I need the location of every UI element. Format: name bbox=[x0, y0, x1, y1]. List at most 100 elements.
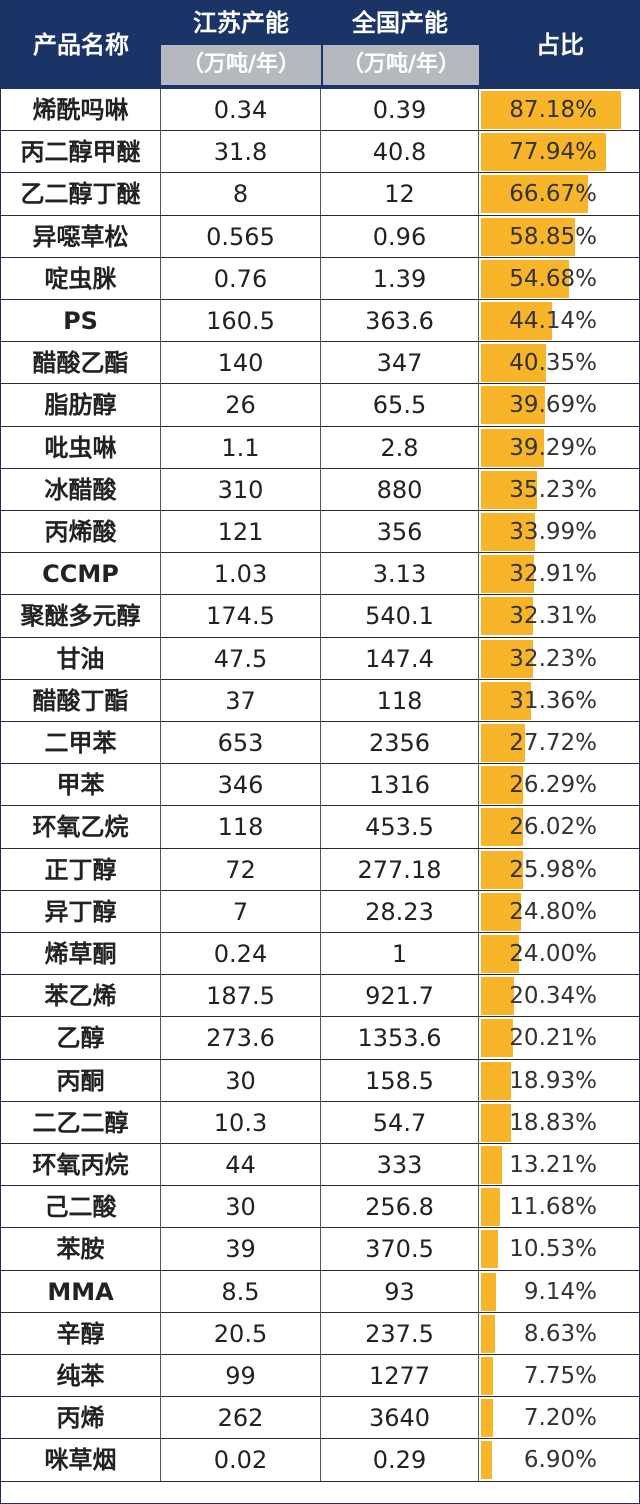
table-row: 正丁醇 72 277.18 25.98% bbox=[1, 848, 640, 891]
jiangsu-capacity-cell: 174.5 bbox=[161, 595, 321, 638]
product-name-cell: 异噁草松 bbox=[1, 215, 161, 258]
share-label: 87.18% bbox=[509, 97, 597, 123]
product-name-cell: 苯胺 bbox=[1, 1228, 161, 1271]
table-row: 乙醇 273.6 1353.6 20.21% bbox=[1, 1017, 640, 1060]
table-row: 丙烯 262 3640 7.20% bbox=[1, 1397, 640, 1440]
share-bar bbox=[481, 428, 544, 467]
jiangsu-capacity-cell: 47.5 bbox=[161, 637, 321, 680]
national-capacity-cell: 158.5 bbox=[321, 1059, 479, 1102]
share-label: 24.80% bbox=[509, 898, 597, 925]
share-bar bbox=[481, 1399, 493, 1438]
national-capacity-cell: 1353.6 bbox=[321, 1017, 479, 1060]
table-row: 丙烯酸 121 356 33.99% bbox=[1, 511, 640, 554]
share-cell: 39.69% bbox=[479, 384, 640, 426]
product-name-cell: 己二酸 bbox=[1, 1186, 161, 1229]
share-label: 44.14% bbox=[509, 308, 597, 334]
share-label: 13.21% bbox=[509, 1152, 597, 1178]
jiangsu-capacity-cell: 7 bbox=[161, 890, 321, 933]
national-capacity-cell: 3.13 bbox=[321, 553, 479, 596]
share-label: 20.34% bbox=[509, 983, 597, 1010]
share-label: 7.20% bbox=[523, 1405, 597, 1432]
jiangsu-capacity-cell: 44 bbox=[161, 1144, 321, 1186]
share-cell: 20.21% bbox=[479, 1017, 640, 1059]
national-capacity-cell: 356 bbox=[321, 511, 479, 553]
national-capacity-cell: 0.96 bbox=[321, 215, 479, 258]
national-capacity-cell: 0.29 bbox=[321, 1439, 479, 1482]
table-row: 丙酮 30 158.5 18.93% bbox=[1, 1059, 640, 1102]
header-jiangsu-unit: （万吨/年） bbox=[161, 45, 321, 85]
national-capacity-cell: 333 bbox=[321, 1144, 479, 1186]
jiangsu-capacity-cell: 273.6 bbox=[161, 1017, 321, 1060]
national-capacity-cell: 54.7 bbox=[321, 1101, 479, 1144]
share-bar bbox=[481, 175, 588, 214]
national-capacity-cell: 540.1 bbox=[321, 595, 479, 638]
share-label: 54.68% bbox=[509, 265, 597, 292]
jiangsu-capacity-cell: 99 bbox=[161, 1355, 321, 1397]
national-capacity-cell: 1316 bbox=[321, 764, 479, 807]
national-capacity-cell: 1 bbox=[321, 933, 479, 975]
share-bar bbox=[481, 1441, 492, 1480]
jiangsu-capacity-cell: 37 bbox=[161, 679, 321, 722]
jiangsu-capacity-cell: 1.03 bbox=[161, 553, 321, 596]
product-name-cell: MMA bbox=[1, 1270, 161, 1313]
jiangsu-capacity-cell: 0.34 bbox=[161, 89, 321, 131]
share-bar bbox=[481, 597, 533, 636]
jiangsu-capacity-cell: 0.02 bbox=[161, 1439, 321, 1482]
jiangsu-capacity-cell: 0.76 bbox=[161, 257, 321, 300]
national-capacity-cell: 921.7 bbox=[321, 975, 479, 1018]
national-capacity-cell: 880 bbox=[321, 468, 479, 511]
header-jiangsu-capacity: 江苏产能 bbox=[193, 9, 289, 37]
share-cell: 18.83% bbox=[479, 1102, 640, 1144]
national-capacity-cell: 0.39 bbox=[321, 89, 479, 131]
jiangsu-capacity-cell: 1.1 bbox=[161, 426, 321, 469]
product-name-cell: 烯草酮 bbox=[1, 933, 161, 975]
jiangsu-capacity-cell: 140 bbox=[161, 342, 321, 385]
national-capacity-cell: 93 bbox=[321, 1270, 479, 1313]
product-name-cell: 啶虫脒 bbox=[1, 257, 161, 300]
table-row: 甘油 47.5 147.4 32.23% bbox=[1, 637, 640, 680]
share-bar bbox=[481, 91, 621, 129]
share-bar bbox=[481, 302, 552, 340]
national-capacity-cell: 28.23 bbox=[321, 890, 479, 933]
share-bar bbox=[481, 1230, 498, 1269]
jiangsu-capacity-cell: 31.8 bbox=[161, 131, 321, 174]
share-bar bbox=[481, 555, 534, 594]
national-capacity-cell: 12 bbox=[321, 173, 479, 216]
product-name-cell: 异丁醇 bbox=[1, 890, 161, 933]
share-label: 27.72% bbox=[509, 730, 597, 756]
share-label: 10.53% bbox=[509, 1236, 597, 1263]
share-bar bbox=[481, 1146, 503, 1184]
national-capacity-cell: 256.8 bbox=[321, 1186, 479, 1229]
national-capacity-cell: 65.5 bbox=[321, 384, 479, 427]
table-row: 聚醚多元醇 174.5 540.1 32.31% bbox=[1, 595, 640, 638]
table-row: 环氧乙烷 118 453.5 26.02% bbox=[1, 806, 640, 849]
share-label: 24.00% bbox=[509, 941, 597, 967]
share-label: 18.93% bbox=[509, 1067, 597, 1094]
share-label: 32.23% bbox=[509, 645, 597, 672]
share-cell: 10.53% bbox=[479, 1228, 640, 1270]
national-capacity-cell: 118 bbox=[321, 679, 479, 722]
product-name-cell: 醋酸丁酯 bbox=[1, 679, 161, 722]
jiangsu-capacity-cell: 8.5 bbox=[161, 1270, 321, 1313]
share-bar bbox=[481, 513, 536, 551]
share-bar bbox=[481, 1188, 500, 1227]
share-label: 31.36% bbox=[509, 687, 597, 714]
table-row: 乙二醇丁醚 8 12 66.67% bbox=[1, 173, 640, 216]
share-cell: 20.34% bbox=[479, 975, 640, 1017]
table-row: 甲苯 346 1316 26.29% bbox=[1, 764, 640, 807]
national-capacity-cell: 3640 bbox=[321, 1397, 479, 1440]
share-cell: 9.14% bbox=[479, 1271, 640, 1313]
share-bar bbox=[481, 808, 523, 847]
jiangsu-capacity-cell: 121 bbox=[161, 511, 321, 553]
table-row: 二甲苯 653 2356 27.72% bbox=[1, 722, 640, 765]
product-name-cell: 丙酮 bbox=[1, 1059, 161, 1102]
table-row: 咪草烟 0.02 0.29 6.90% bbox=[1, 1439, 640, 1482]
jiangsu-capacity-cell: 20.5 bbox=[161, 1312, 321, 1355]
share-cell: 40.35% bbox=[479, 342, 640, 384]
share-label: 39.29% bbox=[509, 434, 597, 461]
share-label: 9.14% bbox=[523, 1278, 597, 1305]
jiangsu-capacity-cell: 10.3 bbox=[161, 1101, 321, 1144]
national-capacity-cell: 453.5 bbox=[321, 806, 479, 849]
product-name-cell: 丙烯 bbox=[1, 1397, 161, 1440]
share-bar bbox=[481, 344, 546, 383]
